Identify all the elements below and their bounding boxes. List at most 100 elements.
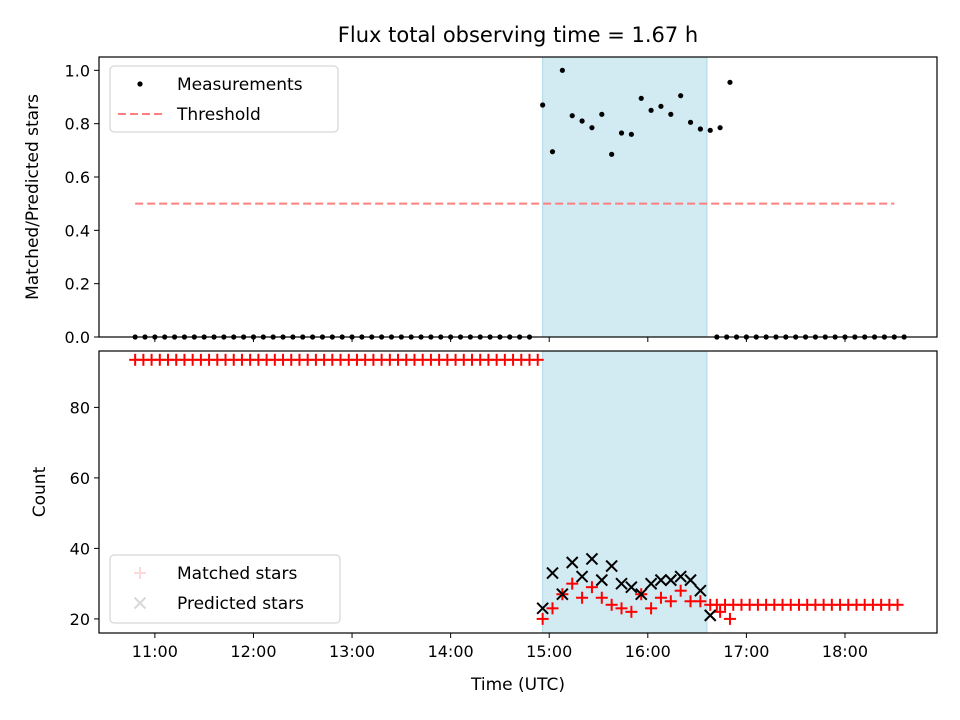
predicted-star-point bbox=[615, 577, 628, 590]
matched-star-point bbox=[674, 584, 687, 597]
matched-star-point bbox=[654, 591, 667, 604]
predicted-star-point bbox=[556, 588, 569, 601]
measurement-point bbox=[618, 130, 625, 136]
highlight-spans bbox=[542, 56, 708, 634]
measurement-point bbox=[540, 102, 546, 108]
matched-star-point bbox=[585, 581, 598, 594]
measurement-point bbox=[599, 111, 605, 117]
x-tick-label: 15:00 bbox=[526, 642, 572, 661]
predicted-star-point bbox=[654, 573, 668, 587]
legend-measurements-label: Measurements bbox=[177, 75, 303, 95]
predicted-star-point bbox=[536, 602, 549, 615]
x-marker-b bbox=[664, 573, 678, 587]
x-tick-label: 18:00 bbox=[822, 642, 868, 661]
top-y-tick-label: 0.8 bbox=[65, 115, 90, 134]
measurement-point bbox=[697, 126, 703, 132]
matched-star-point bbox=[605, 598, 618, 611]
matched-star-point bbox=[664, 595, 677, 608]
x-marker-b bbox=[536, 602, 549, 615]
measurement-point bbox=[668, 111, 674, 117]
predicted-star-point bbox=[674, 570, 687, 583]
x-marker-b bbox=[644, 577, 658, 590]
x-tick-label: 12:00 bbox=[230, 642, 276, 661]
legend-measurements-marker bbox=[137, 81, 143, 87]
measurement-point bbox=[648, 107, 654, 113]
bottom-y-tick-label: 80 bbox=[70, 398, 90, 417]
matched-star-point bbox=[891, 598, 904, 611]
matched-star-point bbox=[546, 602, 559, 615]
measurement-point bbox=[707, 127, 713, 133]
predicted-star-point bbox=[664, 573, 678, 587]
x-marker-b bbox=[566, 556, 579, 569]
predicted-star-point bbox=[546, 566, 559, 580]
legend-matched-label: Matched stars bbox=[177, 564, 297, 584]
predicted-star-point bbox=[585, 552, 599, 566]
x-marker-b bbox=[595, 573, 609, 587]
matched-star-point bbox=[576, 591, 589, 604]
predicted-star-point bbox=[605, 559, 618, 573]
matched-star-point bbox=[536, 612, 549, 625]
measurement-point bbox=[687, 119, 694, 125]
matched-star-point bbox=[625, 605, 638, 618]
x-marker-b bbox=[704, 609, 717, 622]
bottom-y-tick-label: 60 bbox=[70, 469, 90, 488]
axes-frames bbox=[98, 56, 938, 634]
matched-star-point bbox=[694, 595, 707, 608]
measurement-point bbox=[628, 131, 634, 137]
matched-star-point bbox=[714, 605, 727, 618]
predicted-star-point bbox=[644, 577, 658, 590]
legends: Measurements Threshold Matched stars Predic… bbox=[109, 65, 341, 624]
bottom-y-axis-label: Count bbox=[30, 466, 50, 517]
x-tick-label: 17:00 bbox=[723, 642, 769, 661]
matched-star-point bbox=[531, 353, 544, 366]
data-marks bbox=[129, 67, 907, 625]
x-axis-label: Time (UTC) bbox=[470, 675, 565, 695]
predicted-star-point bbox=[684, 573, 697, 587]
x-tick-label: 13:00 bbox=[329, 642, 375, 661]
measurement-point bbox=[549, 149, 556, 155]
measurement-point bbox=[717, 125, 723, 131]
measurement-point bbox=[658, 103, 664, 109]
x-tick-label: 11:00 bbox=[132, 642, 178, 661]
x-marker-b bbox=[585, 552, 599, 566]
x-marker-b bbox=[615, 577, 628, 590]
bottom-y-tick-label: 20 bbox=[70, 610, 90, 629]
top-y-tick-label: 1.0 bbox=[65, 61, 90, 80]
x-marker-b bbox=[605, 559, 618, 573]
top-legend-box bbox=[109, 65, 339, 133]
measurement-point bbox=[638, 95, 644, 101]
measurement-point bbox=[589, 125, 595, 131]
x-marker-b bbox=[654, 573, 668, 587]
top-highlight-span bbox=[542, 56, 708, 338]
matched-star-point bbox=[723, 612, 736, 625]
x-marker-b bbox=[694, 584, 707, 597]
measurement-point bbox=[609, 151, 615, 157]
top-y-tick-label: 0.4 bbox=[65, 221, 90, 240]
legend-predicted-label: Predicted stars bbox=[177, 594, 304, 614]
axes-ticks: 0.0 0.2 0.4 0.6 0.8 1.0 20 40 60 80 11:00 12:00 13:0… bbox=[65, 61, 868, 661]
bottom-y-tick-label: 40 bbox=[70, 539, 90, 558]
predicted-star-point bbox=[694, 584, 707, 597]
x-marker-b bbox=[546, 566, 559, 580]
x-marker-b bbox=[684, 573, 697, 587]
matched-star-point bbox=[615, 602, 628, 615]
top-y-tick-label: 0.0 bbox=[65, 328, 90, 347]
predicted-star-point bbox=[575, 570, 589, 583]
x-marker-b bbox=[635, 588, 648, 601]
chart-title: Flux total observing time = 1.67 h bbox=[338, 23, 698, 47]
top-axes-frame bbox=[98, 56, 938, 338]
predicted-star-point bbox=[635, 588, 648, 601]
bottom-legend-box bbox=[109, 554, 341, 624]
x-marker-b bbox=[575, 570, 589, 583]
measurement-point bbox=[727, 79, 733, 85]
top-y-axis-label: Matched/Predicted stars bbox=[23, 94, 43, 300]
matched-star-point bbox=[566, 577, 579, 590]
bottom-axes-frame bbox=[98, 350, 938, 634]
predicted-star-point bbox=[625, 580, 638, 594]
top-y-tick-label: 0.6 bbox=[65, 168, 90, 187]
matched-star-point bbox=[645, 602, 658, 615]
predicted-star-point bbox=[566, 556, 579, 569]
measurement-point bbox=[569, 113, 575, 119]
